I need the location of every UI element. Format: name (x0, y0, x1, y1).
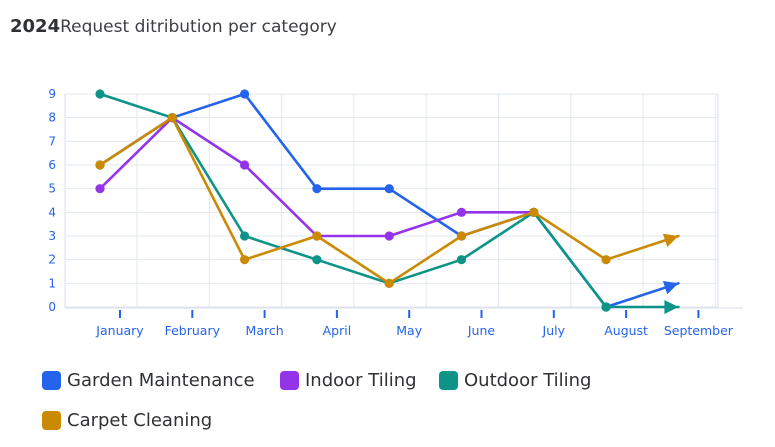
y-tick-label: 1 (48, 276, 56, 290)
data-point (384, 184, 394, 194)
data-point (240, 231, 250, 241)
legend-swatch (42, 371, 61, 390)
data-point (312, 231, 322, 241)
x-tick-label: June (467, 323, 496, 338)
data-point (167, 113, 177, 123)
series-arrow (662, 233, 679, 247)
chart-title: Request ditribution per category (60, 17, 337, 37)
series-carpet-cleaning (95, 113, 680, 288)
data-point (240, 255, 250, 265)
x-tick-label: February (165, 323, 221, 338)
data-point (312, 255, 322, 265)
legend-item[interactable]: Outdoor Tiling (439, 370, 592, 391)
series-layer (95, 89, 680, 314)
data-point (95, 184, 105, 194)
data-point (312, 184, 322, 194)
x-tick-label: July (542, 323, 566, 338)
y-tick-label: 2 (48, 253, 56, 267)
y-tick-label: 0 (48, 300, 56, 314)
series-arrow (664, 300, 679, 314)
x-tick-label: September (664, 323, 734, 338)
series-arrow (662, 281, 679, 295)
x-tick-label: January (95, 323, 144, 338)
x-tick-label: March (246, 323, 284, 338)
legend-label: Carpet Cleaning (67, 410, 213, 431)
data-point (456, 207, 467, 217)
y-tick-label: 4 (48, 205, 56, 219)
y-tick-label: 6 (48, 158, 56, 172)
y-tick-label: 5 (48, 182, 56, 196)
series-garden-maintenance (95, 89, 680, 312)
x-tick-label: May (396, 323, 422, 338)
grid-layer (64, 93, 719, 308)
legend-label: Outdoor Tiling (464, 370, 592, 391)
x-tick-label: August (604, 323, 648, 338)
y-tick-label: 8 (48, 111, 56, 125)
legend-item[interactable]: Carpet Cleaning (42, 410, 212, 431)
data-point (240, 160, 250, 170)
legend-item[interactable]: Garden Maintenance (42, 370, 255, 391)
y-tick-label: 3 (48, 229, 56, 243)
year-label: 2024 (10, 16, 61, 37)
data-point (384, 231, 394, 241)
data-point (456, 255, 467, 265)
data-point (529, 207, 539, 217)
data-point (601, 302, 611, 312)
data-point (95, 89, 105, 99)
legend-label: Garden Maintenance (67, 370, 255, 391)
data-point (601, 255, 611, 265)
series-line (98, 116, 536, 238)
y-tick-label: 7 (48, 134, 56, 148)
data-point (456, 231, 467, 241)
data-point (240, 89, 250, 99)
legend-item[interactable]: Indoor Tiling (280, 370, 417, 391)
x-tick-label: April (323, 323, 352, 338)
y-tick-label: 9 (48, 87, 56, 101)
legend-label: Indoor Tiling (305, 370, 417, 391)
data-point (384, 278, 394, 288)
axis-layer: 0 1 2 3 4 5 6 7 8 9 January February March April May Ju… (48, 87, 743, 338)
series-indoor-tiling (95, 113, 539, 241)
legend-swatch (439, 371, 458, 390)
chart-header: 2024Request ditribution per category (10, 16, 337, 37)
data-point (95, 160, 105, 170)
legend-swatch (280, 371, 299, 390)
legend-swatch (42, 411, 61, 430)
